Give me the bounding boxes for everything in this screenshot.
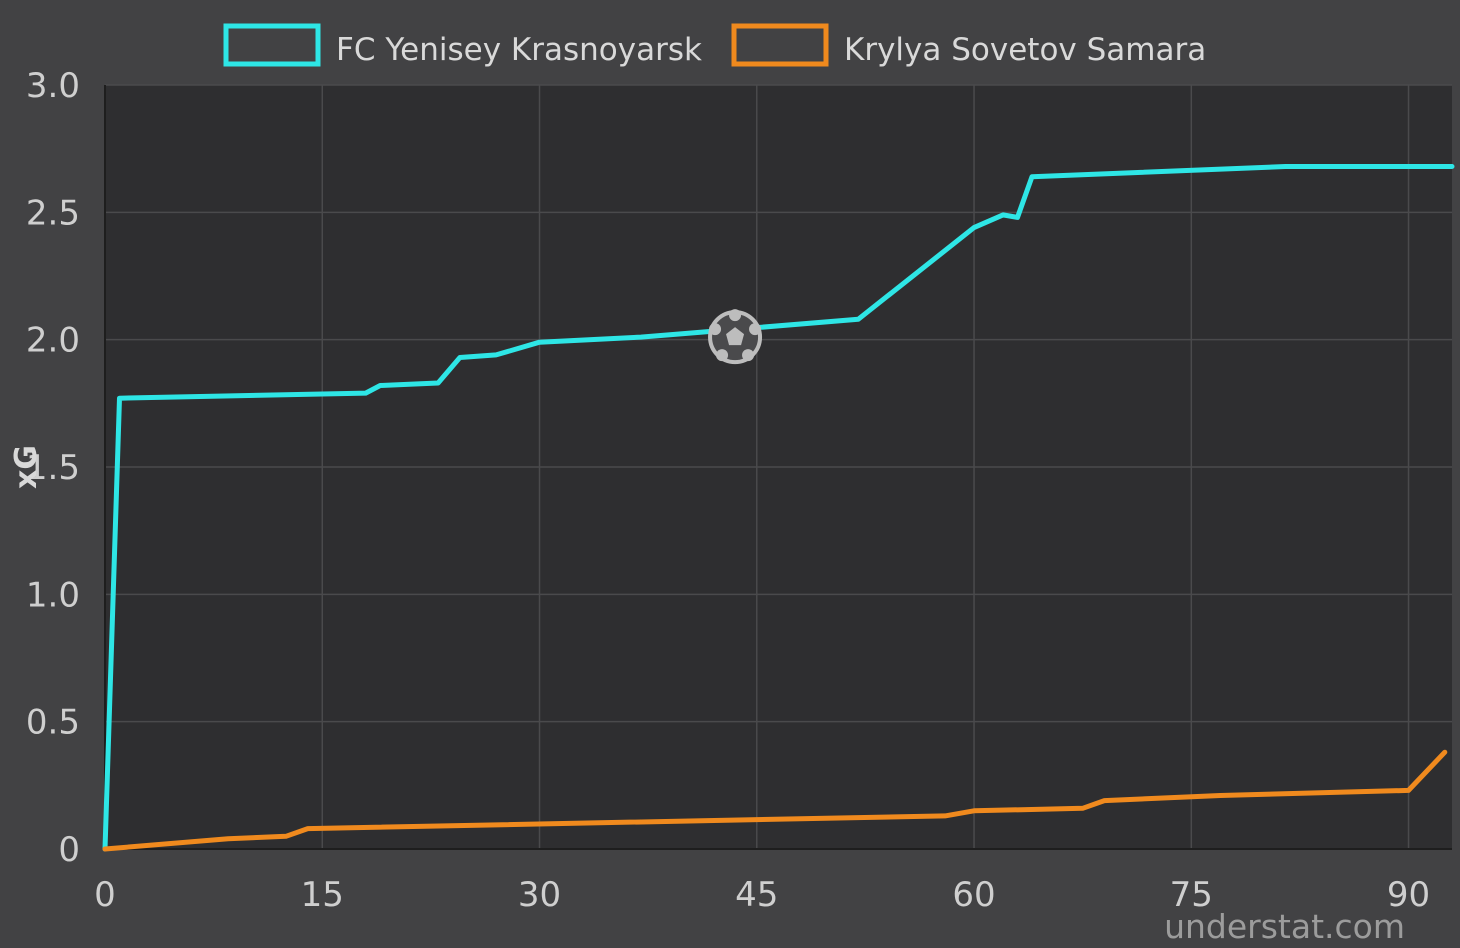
axes bbox=[104, 85, 1452, 850]
x-tick-label-5: 75 bbox=[1170, 875, 1213, 915]
y-tick-label-2: 1.0 bbox=[26, 575, 80, 615]
x-tick-label-3: 45 bbox=[735, 875, 778, 915]
x-tick-label-4: 60 bbox=[952, 875, 995, 915]
series-line-0 bbox=[102, 164, 1455, 852]
x-tick-label-2: 30 bbox=[518, 875, 561, 915]
x-tick-label-1: 15 bbox=[301, 875, 344, 915]
series-line-1 bbox=[102, 749, 1448, 852]
legend-label-1: Krylya Sovetov Samara bbox=[844, 32, 1206, 68]
y-tick-label-0: 0 bbox=[58, 830, 80, 870]
x-tick-labels: 0 15 30 45 60 75 90 bbox=[94, 875, 1430, 915]
legend[interactable]: FC Yenisey Krasnoyarsk Krylya Sovetov Sam… bbox=[223, 23, 1206, 68]
x-tick-label-0: 0 bbox=[94, 875, 116, 915]
annotations bbox=[708, 309, 763, 365]
legend-item-1[interactable]: Krylya Sovetov Samara bbox=[731, 23, 1206, 68]
legend-swatch-1 bbox=[731, 23, 829, 67]
watermark: understat.com bbox=[1164, 907, 1405, 946]
legend-item-0[interactable]: FC Yenisey Krasnoyarsk bbox=[223, 23, 702, 68]
y-tick-label-3: 1.5 bbox=[26, 448, 80, 488]
y-tick-labels: 0 0.5 1.0 1.5 2.0 2.5 3.0 bbox=[26, 66, 80, 870]
legend-label-0: FC Yenisey Krasnoyarsk bbox=[336, 32, 702, 68]
y-tick-label-5: 2.5 bbox=[26, 193, 80, 233]
y-tick-label-4: 2.0 bbox=[26, 321, 80, 361]
series-lines bbox=[102, 164, 1455, 852]
y-tick-label-1: 0.5 bbox=[26, 703, 80, 743]
y-axis-title: xG bbox=[9, 445, 44, 489]
soccer-ball-icon[interactable] bbox=[708, 309, 763, 365]
y-tick-label-6: 3.0 bbox=[26, 66, 80, 106]
x-tick-label-6: 90 bbox=[1387, 875, 1430, 915]
legend-swatch-0 bbox=[223, 23, 321, 67]
